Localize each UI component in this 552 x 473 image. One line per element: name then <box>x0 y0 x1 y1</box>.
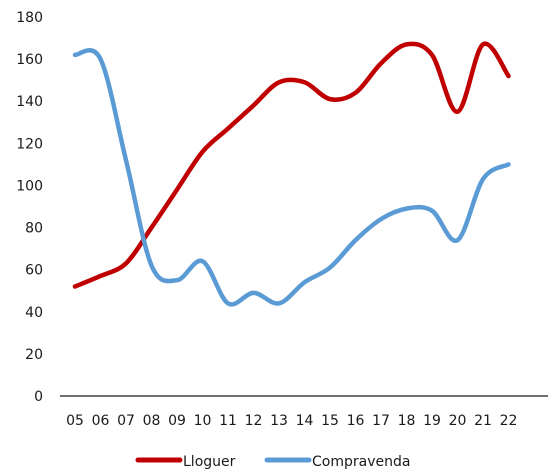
y-tick-label: 180 <box>16 10 43 26</box>
x-tick-label: 11 <box>219 413 237 429</box>
y-tick-label: 20 <box>25 347 43 363</box>
y-tick-label: 140 <box>16 94 43 110</box>
y-tick-label: 100 <box>16 178 43 194</box>
series-line-lloguer <box>72 41 511 289</box>
series-line-compravenda <box>72 48 511 307</box>
x-tick-label: 16 <box>347 413 365 429</box>
y-tick-label: 40 <box>25 305 43 321</box>
y-tick-label: 60 <box>25 263 43 279</box>
y-axis-tick-labels: 0 20 40 60 80 100 120 140 160 180 <box>16 10 43 405</box>
legend-label-compravenda: Compravenda <box>312 454 410 470</box>
y-tick-label: 0 <box>34 389 43 405</box>
x-tick-label: 20 <box>449 413 467 429</box>
x-tick-label: 18 <box>398 413 416 429</box>
x-tick-label: 06 <box>92 413 110 429</box>
x-tick-label: 19 <box>423 413 441 429</box>
x-tick-label: 07 <box>117 413 135 429</box>
x-tick-label: 09 <box>168 413 186 429</box>
x-tick-label: 13 <box>270 413 288 429</box>
x-tick-label: 17 <box>372 413 390 429</box>
x-tick-label: 05 <box>66 413 84 429</box>
x-tick-label: 21 <box>474 413 492 429</box>
legend-label-lloguer: Lloguer <box>183 454 236 470</box>
x-tick-label: 15 <box>321 413 339 429</box>
x-tick-label: 22 <box>500 413 518 429</box>
series-lines <box>72 41 511 307</box>
x-tick-label: 14 <box>296 413 314 429</box>
x-axis-tick-labels: 05 06 07 08 09 10 11 12 13 14 15 16 17 18 19 20 21 22 <box>66 413 517 429</box>
x-tick-label: 12 <box>245 413 263 429</box>
x-tick-label: 08 <box>143 413 161 429</box>
legend: Lloguer Compravenda <box>135 454 410 470</box>
y-tick-label: 160 <box>16 52 43 68</box>
x-tick-label: 10 <box>194 413 212 429</box>
y-tick-label: 120 <box>16 136 43 152</box>
y-tick-label: 80 <box>25 221 43 237</box>
